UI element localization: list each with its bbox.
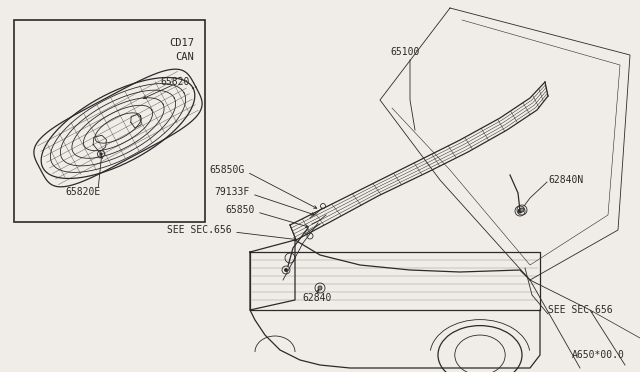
Text: 65850G: 65850G bbox=[210, 165, 245, 175]
Text: CD17: CD17 bbox=[169, 38, 194, 48]
Circle shape bbox=[518, 209, 522, 213]
Text: SEE SEC.656: SEE SEC.656 bbox=[548, 305, 612, 315]
Text: 65820E: 65820E bbox=[65, 187, 100, 197]
Text: 65850: 65850 bbox=[226, 205, 255, 215]
Text: CAN: CAN bbox=[175, 52, 194, 62]
Text: 62840: 62840 bbox=[302, 293, 332, 303]
Text: 65820: 65820 bbox=[161, 77, 190, 87]
Text: 79133F: 79133F bbox=[215, 187, 250, 197]
Text: A650*00.0: A650*00.0 bbox=[572, 350, 625, 360]
Circle shape bbox=[285, 269, 287, 272]
Circle shape bbox=[100, 153, 102, 155]
Text: 62840N: 62840N bbox=[548, 175, 583, 185]
Circle shape bbox=[318, 286, 322, 290]
Text: 65100: 65100 bbox=[390, 47, 419, 57]
Bar bbox=[14, 20, 205, 222]
Text: SEE SEC.656: SEE SEC.656 bbox=[168, 225, 232, 235]
Circle shape bbox=[520, 208, 524, 212]
